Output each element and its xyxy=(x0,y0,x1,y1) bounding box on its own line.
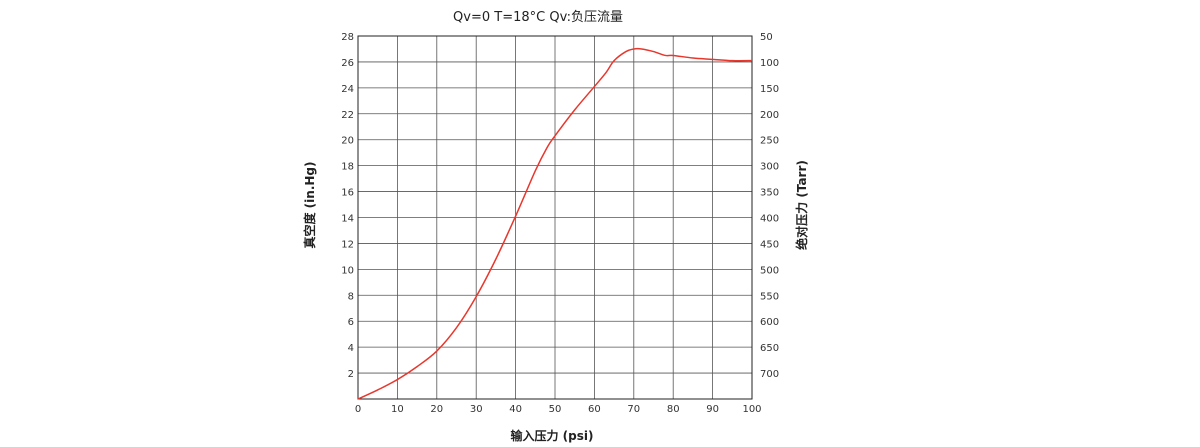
y2-tick-label: 350 xyxy=(760,188,779,199)
plot-frame xyxy=(357,35,753,400)
y2-tick-label: 600 xyxy=(760,317,779,328)
y-tick-label: 28 xyxy=(341,32,354,43)
y-tick-label: 2 xyxy=(348,369,354,380)
x-tick-label: 90 xyxy=(706,404,719,415)
x-tick-label: 0 xyxy=(355,404,361,415)
grid xyxy=(358,36,752,399)
y2-tick-label: 450 xyxy=(760,239,779,250)
y-tick-label: 10 xyxy=(341,265,354,276)
y2-tick-label: 700 xyxy=(760,369,779,380)
y-tick-label: 4 xyxy=(348,343,354,354)
x-axis-label: 输入压力 (psi) xyxy=(511,428,594,443)
y-tick-label: 16 xyxy=(341,188,354,199)
x-axis-ticks: 0 10 20 30 40 50 60 70 80 90 100 xyxy=(355,404,762,415)
y2-tick-label: 300 xyxy=(760,162,779,173)
y-tick-label: 18 xyxy=(341,162,354,173)
y-tick-label: 6 xyxy=(348,317,354,328)
y2-tick-label: 400 xyxy=(760,214,779,225)
y2-axis-ticks: 700 650 600 550 500 450 400 350 300 250 200 150 100 5… xyxy=(760,32,779,380)
x-tick-label: 70 xyxy=(627,404,640,415)
y-tick-label: 24 xyxy=(341,84,354,95)
x-tick-label: 80 xyxy=(667,404,680,415)
x-tick-label: 10 xyxy=(391,404,404,415)
y-tick-label: 14 xyxy=(341,214,354,225)
y-tick-label: 20 xyxy=(341,136,354,147)
series-layer xyxy=(357,47,753,400)
y2-tick-label: 150 xyxy=(760,84,779,95)
y2-tick-label: 650 xyxy=(760,343,779,354)
y2-tick-label: 500 xyxy=(760,265,779,276)
x-tick-label: 30 xyxy=(470,404,483,415)
chart-title: Qv=0 T=18°C Qv:负压流量 xyxy=(453,10,623,25)
x-tick-label: 60 xyxy=(588,404,601,415)
y2-tick-label: 50 xyxy=(760,32,773,43)
y-tick-label: 26 xyxy=(341,58,354,69)
y-tick-label: 22 xyxy=(341,110,354,121)
series-line xyxy=(357,47,753,400)
y-axis-label: 真空度 (in.Hg) xyxy=(302,162,317,249)
x-tick-label: 40 xyxy=(509,404,522,415)
y2-axis-label: 绝对压力 (Tarr) xyxy=(794,160,809,250)
y2-tick-label: 100 xyxy=(760,58,779,69)
x-tick-label: 100 xyxy=(742,404,761,415)
y2-tick-label: 250 xyxy=(760,136,779,147)
y-tick-label: 8 xyxy=(348,291,354,302)
y-tick-label: 12 xyxy=(341,239,354,250)
x-tick-label: 20 xyxy=(430,404,443,415)
x-tick-label: 50 xyxy=(549,404,562,415)
y2-tick-label: 550 xyxy=(760,291,779,302)
y2-tick-label: 200 xyxy=(760,110,779,121)
